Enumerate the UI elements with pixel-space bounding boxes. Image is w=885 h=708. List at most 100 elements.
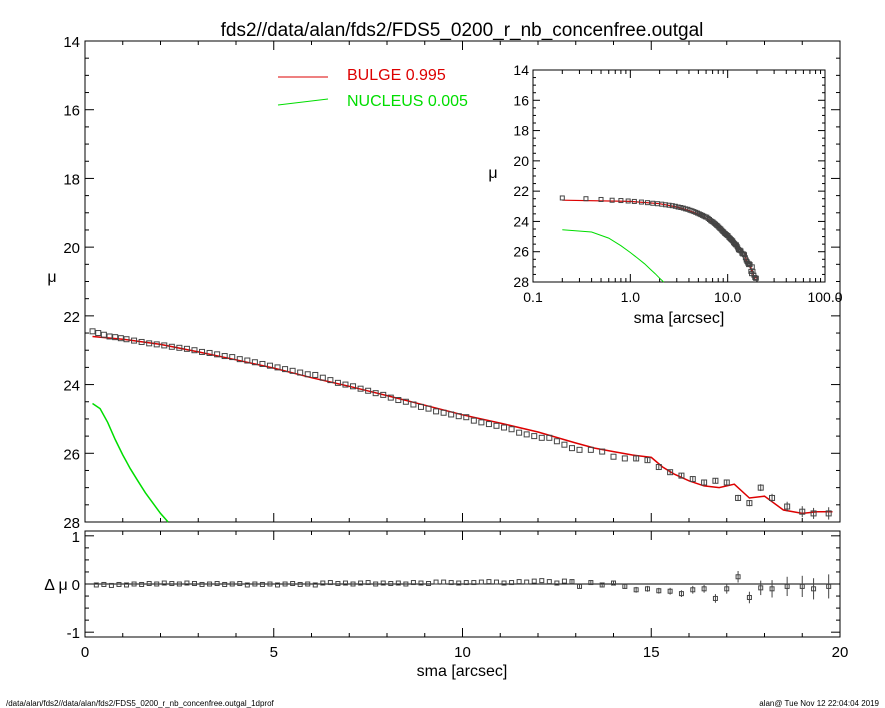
data-point <box>168 343 175 350</box>
data-point <box>106 333 113 340</box>
inset-ytick-label: 14 <box>513 62 529 78</box>
residual-point <box>577 583 583 589</box>
residual-point <box>569 579 575 585</box>
data-point <box>417 403 424 410</box>
data-point <box>561 441 568 448</box>
data-point <box>372 390 379 397</box>
data-point <box>493 422 500 429</box>
residual-point <box>611 580 616 586</box>
residual-point <box>644 586 650 592</box>
residual-point <box>478 579 484 585</box>
data-point <box>501 424 508 431</box>
residual-point <box>701 586 707 592</box>
data-point <box>485 421 492 428</box>
data-point <box>282 366 289 373</box>
data-point <box>334 379 341 386</box>
bulge-line <box>92 335 833 515</box>
data-point <box>214 351 221 358</box>
data-point <box>599 448 606 455</box>
inset-data-point <box>618 198 624 204</box>
residual-point <box>93 582 99 588</box>
inset-panel: 14 16 18 20 22 24 26 280.1 1.0 10.0 100.0 μ sma [a… <box>488 62 842 327</box>
legend-nucleus-swatch <box>277 98 329 106</box>
residual-point <box>667 588 673 594</box>
residual-point <box>712 595 718 601</box>
residual-point <box>335 581 341 587</box>
footer-timestamp: alan@ Tue Nov 12 22:04:04 2019 <box>759 699 879 708</box>
data-point <box>757 484 764 491</box>
residual-point <box>146 581 152 587</box>
data-point <box>568 445 575 452</box>
residual-point <box>826 583 832 589</box>
residual-point <box>365 580 371 586</box>
data-point <box>470 417 477 424</box>
residual-xtick-label: 15 <box>643 644 660 661</box>
residual-point <box>124 582 130 588</box>
data-point <box>244 357 251 364</box>
residual-point <box>380 580 386 586</box>
residual-point <box>441 579 447 585</box>
residual-point <box>516 579 522 585</box>
data-point <box>236 356 243 363</box>
residual-point <box>139 581 145 587</box>
residual-point <box>320 580 326 586</box>
data-point <box>799 508 806 515</box>
residual-point <box>588 580 594 586</box>
inset-data-points <box>559 195 759 281</box>
data-point <box>206 349 213 356</box>
main-ytick-label: 16 <box>63 103 80 120</box>
residual-point <box>373 581 379 587</box>
legend: BULGE 0.995 NUCLEUS 0.005 <box>277 67 468 110</box>
residual-point <box>622 583 628 589</box>
residual-ytick-label: 0 <box>72 577 80 594</box>
data-point <box>516 429 523 436</box>
residual-point <box>554 580 560 586</box>
residual-point <box>229 581 235 587</box>
inset-xtick-label: 1.0 <box>621 289 641 305</box>
inset-xlabel: sma [arcsec] <box>634 310 725 327</box>
residual-point <box>305 581 311 587</box>
data-point <box>440 409 447 416</box>
inset-data-point <box>598 196 604 202</box>
inset-data-point <box>609 197 615 203</box>
data-point <box>478 419 485 426</box>
residual-point <box>656 588 662 594</box>
residual-point <box>290 581 296 587</box>
inset-data-point <box>746 261 752 267</box>
data-point <box>433 408 440 415</box>
main-panel: 14 16 18 20 22 24 26 28 μ <box>47 34 841 532</box>
residual-xtick-label: 5 <box>270 644 278 661</box>
residual-point <box>456 580 462 586</box>
residual-point <box>342 580 348 586</box>
data-point <box>587 446 594 453</box>
main-xlabel: sma [arcsec] <box>417 663 508 680</box>
main-ylabel: μ <box>47 269 56 286</box>
inset-data-point <box>638 199 644 205</box>
main-ytick-label: 26 <box>63 446 80 463</box>
residual-point <box>297 581 303 587</box>
residual-point <box>633 587 639 593</box>
inset-data-point <box>675 204 681 210</box>
data-point <box>350 383 357 390</box>
residual-ylabel: Δ μ <box>44 577 67 594</box>
residual-point <box>275 582 281 588</box>
residual-points <box>93 570 832 604</box>
data-point <box>365 387 372 394</box>
data-point <box>746 500 753 507</box>
data-points <box>89 328 832 520</box>
residual-point <box>222 581 228 587</box>
residual-point <box>463 580 469 586</box>
data-point <box>266 362 273 369</box>
inset-ticks: 14 16 18 20 22 24 26 280.1 1.0 10.0 100.0 <box>513 62 842 305</box>
residual-point <box>784 583 790 589</box>
data-point <box>123 336 130 343</box>
residual-point <box>395 580 401 586</box>
residual-point <box>678 591 684 597</box>
data-point <box>712 477 719 484</box>
residual-point <box>108 582 114 588</box>
data-point <box>402 398 409 405</box>
data-point <box>153 341 160 348</box>
chart-title: fds2//data/alan/fds2/FDS5_0200_r_nb_conc… <box>221 20 704 41</box>
main-ytick-label: 24 <box>63 378 80 395</box>
inset-ytick-label: 22 <box>513 183 529 199</box>
